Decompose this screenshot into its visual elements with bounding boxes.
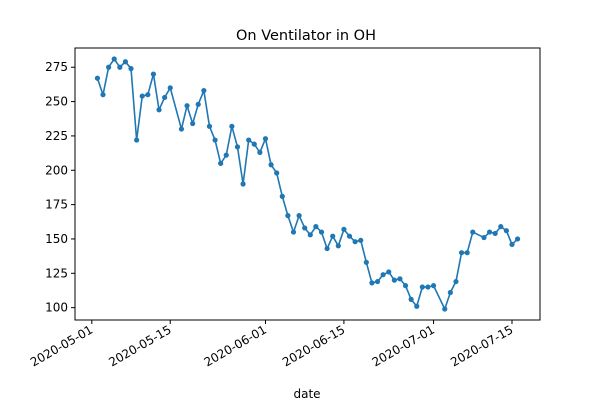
data-point <box>430 283 437 289</box>
data-point <box>290 229 297 235</box>
plot-frame <box>74 47 541 321</box>
data-point <box>190 120 196 127</box>
data-point <box>262 136 269 142</box>
data-point <box>324 245 330 252</box>
x-tick-label: 2020-05-15 <box>106 322 173 369</box>
data-point <box>162 94 168 101</box>
data-point <box>464 250 470 256</box>
data-point <box>195 101 201 107</box>
data-point <box>369 280 375 286</box>
data-point <box>279 193 285 199</box>
y-tick-label: 225 <box>45 129 68 143</box>
data-point <box>111 56 117 62</box>
data-point <box>453 278 459 285</box>
data-point <box>380 272 386 278</box>
x-axis-label: date <box>293 387 320 400</box>
data-point <box>145 92 151 98</box>
data-point <box>285 213 291 219</box>
data-point <box>402 283 409 289</box>
data-point <box>341 226 347 232</box>
data-point <box>184 103 190 109</box>
data-point <box>223 152 229 158</box>
y-tick-label: 200 <box>45 163 68 177</box>
y-tick-label: 150 <box>45 232 68 246</box>
data-point <box>251 141 257 147</box>
data-point <box>503 228 509 234</box>
data-point <box>139 93 145 99</box>
data-point <box>212 137 218 143</box>
data-point <box>346 233 353 239</box>
data-point <box>363 259 369 265</box>
data-point <box>156 107 162 113</box>
data-point <box>106 64 112 70</box>
data-point <box>313 223 319 230</box>
data-point <box>128 66 134 72</box>
data-point <box>481 234 487 241</box>
data-point <box>246 137 252 143</box>
x-tick-label: 2020-05-01 <box>28 322 95 369</box>
data-point <box>391 277 397 283</box>
data-point <box>408 296 414 302</box>
y-axis: 100 125 150 175 200 225 250 275 <box>45 60 75 315</box>
y-tick-label: 100 <box>45 301 68 315</box>
x-tick-label: 2020-07-15 <box>448 322 515 369</box>
data-point <box>206 123 213 129</box>
data-point <box>201 87 207 94</box>
data-point <box>397 276 403 282</box>
data-point <box>386 269 392 275</box>
data-point <box>274 170 280 176</box>
data-point <box>318 229 325 235</box>
data-point <box>167 85 173 91</box>
x-tick-label: 2020-07-01 <box>370 322 437 369</box>
plot-area <box>94 56 521 312</box>
data-point <box>335 243 341 249</box>
x-axis: 2020-05-01 2020-05-15 2020-06-01 2020-06-15… <box>28 320 515 369</box>
data-point <box>257 149 263 155</box>
x-tick-label: 2020-06-01 <box>202 322 269 369</box>
data-point <box>442 306 448 312</box>
data-point <box>492 230 498 237</box>
y-tick-label: 175 <box>45 198 68 212</box>
data-point <box>414 303 420 309</box>
data-point <box>218 160 224 166</box>
data-point <box>234 144 241 150</box>
data-point <box>229 123 235 129</box>
data-point <box>150 71 157 77</box>
y-tick-label: 250 <box>45 95 68 109</box>
data-point <box>509 241 515 248</box>
data-point <box>330 233 336 239</box>
data-point <box>268 162 274 168</box>
data-point <box>470 229 476 235</box>
data-point <box>100 92 106 98</box>
data-point <box>302 225 308 231</box>
x-tick-label: 2020-06-15 <box>280 322 347 369</box>
data-point <box>425 284 431 290</box>
y-tick-label: 125 <box>45 266 68 280</box>
data-point <box>374 278 381 285</box>
data-point <box>240 181 246 187</box>
data-point <box>419 284 425 290</box>
series-line <box>96 58 519 310</box>
chart-title: On Ventilator in OH <box>236 28 376 44</box>
data-point <box>178 126 185 132</box>
data-point <box>117 64 123 70</box>
y-tick-label: 275 <box>45 60 68 74</box>
data-point <box>358 237 364 243</box>
data-point <box>94 75 101 81</box>
data-point <box>514 236 521 242</box>
data-point <box>307 232 313 238</box>
data-point <box>352 239 358 245</box>
data-point <box>498 223 504 230</box>
data-point <box>447 289 453 296</box>
data-point <box>458 250 465 256</box>
data-point <box>486 229 493 235</box>
data-point <box>122 59 129 65</box>
data-point <box>296 213 302 219</box>
data-point <box>134 137 140 143</box>
